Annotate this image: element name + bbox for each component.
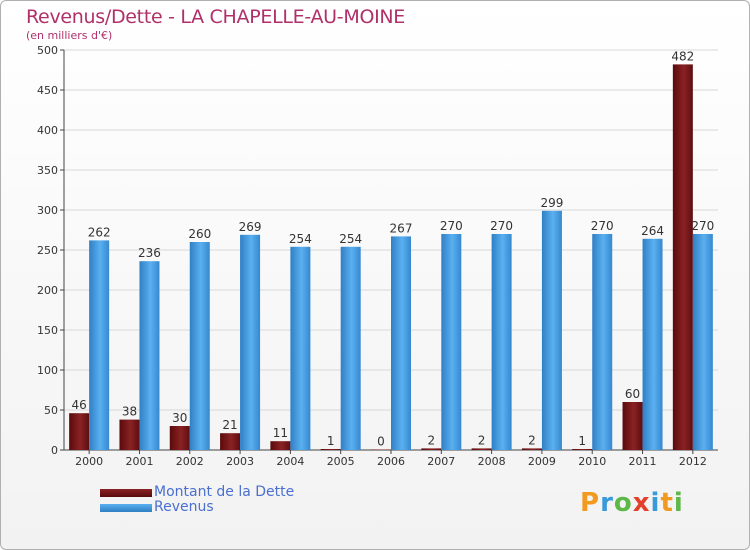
data-label: 270 — [591, 219, 614, 233]
data-label: 270 — [691, 219, 714, 233]
bar-dette — [521, 448, 542, 450]
bar-dette — [270, 441, 291, 450]
bar-revenus — [89, 240, 110, 450]
bar-revenus — [340, 246, 361, 450]
data-label: 267 — [390, 221, 413, 235]
logo-letter: P — [580, 488, 601, 518]
y-tick-label: 100 — [37, 364, 58, 377]
legend-label-revenus: Revenus — [154, 499, 214, 515]
data-label: 270 — [440, 219, 463, 233]
logo-letter: x — [632, 488, 651, 518]
data-label: 270 — [490, 219, 513, 233]
y-tick-label: 250 — [37, 244, 58, 257]
data-label: 60 — [625, 387, 640, 401]
bar-dette — [622, 402, 643, 450]
x-tick-label: 2008 — [478, 455, 506, 468]
data-label: 254 — [339, 232, 362, 246]
data-label: 2 — [427, 433, 435, 447]
proxiti-logo: Proxiti — [580, 488, 684, 518]
bar-revenus — [441, 234, 462, 450]
bar-dette — [471, 448, 492, 450]
bar-dette — [320, 449, 341, 450]
bar-dette — [572, 449, 593, 450]
y-tick-label: 0 — [51, 444, 58, 457]
bar-revenus — [139, 261, 160, 450]
data-label: 2 — [478, 433, 486, 447]
bar-dette — [220, 433, 241, 450]
bar-revenus — [541, 210, 562, 450]
data-label: 2 — [528, 433, 536, 447]
logo-letter: t — [660, 488, 674, 518]
y-tick-label: 450 — [37, 84, 58, 97]
bar-dette — [169, 426, 190, 450]
data-labels: 4626238236302602126911254125402672270227… — [72, 49, 715, 448]
y-tick-label: 350 — [37, 164, 58, 177]
x-tick-label: 2000 — [75, 455, 103, 468]
data-label: 11 — [273, 426, 288, 440]
data-label: 262 — [88, 225, 111, 239]
bar-dette — [421, 448, 442, 450]
x-tick-label: 2002 — [176, 455, 204, 468]
bars — [69, 64, 713, 451]
logo-letter: i — [673, 488, 684, 518]
data-label: 21 — [222, 418, 237, 432]
y-tick-label: 500 — [37, 44, 58, 57]
y-tick-label: 200 — [37, 284, 58, 297]
logo-letter: r — [600, 488, 614, 518]
bar-revenus — [642, 238, 663, 450]
bar-revenus — [189, 242, 210, 450]
data-label: 30 — [172, 411, 187, 425]
bar-dette — [672, 64, 693, 451]
logo-letter: i — [650, 488, 661, 518]
y-tick-label: 400 — [37, 124, 58, 137]
bar-revenus — [692, 234, 713, 450]
data-label: 269 — [239, 220, 262, 234]
y-tick-label: 50 — [44, 404, 58, 417]
data-label: 46 — [72, 398, 87, 412]
data-label: 299 — [540, 196, 563, 210]
x-tick-label: 2006 — [377, 455, 405, 468]
data-label: 482 — [671, 49, 694, 63]
bar-revenus — [592, 234, 613, 450]
data-label: 38 — [122, 405, 137, 419]
x-tick-label: 2007 — [427, 455, 455, 468]
x-tick-label: 2010 — [578, 455, 606, 468]
x-tick-label: 2009 — [528, 455, 556, 468]
bar-revenus — [290, 246, 311, 450]
y-tick-label: 150 — [37, 324, 58, 337]
x-tick-label: 2004 — [276, 455, 304, 468]
data-label: 254 — [289, 232, 312, 246]
x-tick-label: 2005 — [327, 455, 355, 468]
bar-dette — [69, 413, 90, 450]
logo-letter: o — [613, 488, 633, 518]
bar-dette — [119, 419, 140, 450]
x-tick-label: 2012 — [679, 455, 707, 468]
data-label: 1 — [578, 434, 586, 448]
x-tick-label: 2001 — [125, 455, 153, 468]
data-label: 260 — [188, 227, 211, 241]
bar-revenus — [391, 236, 411, 450]
legend-swatch-debt — [100, 489, 152, 497]
chart-subtitle: (en milliers d'€) — [26, 29, 113, 42]
bar-revenus — [491, 234, 512, 450]
x-tick-label: 2003 — [226, 455, 254, 468]
bar-revenus — [240, 234, 261, 450]
data-label: 264 — [641, 224, 664, 238]
legend-swatch-revenus — [100, 504, 152, 512]
data-label: 0 — [377, 435, 385, 449]
legend-label-debt: Montant de la Dette — [154, 484, 295, 500]
chart-title: Revenus/Dette - LA CHAPELLE-AU-MOINE — [26, 6, 406, 28]
bar-dette — [371, 449, 391, 450]
y-tick-label: 300 — [37, 204, 58, 217]
data-label: 1 — [327, 434, 335, 448]
data-label: 236 — [138, 246, 161, 260]
x-tick-label: 2011 — [629, 455, 657, 468]
